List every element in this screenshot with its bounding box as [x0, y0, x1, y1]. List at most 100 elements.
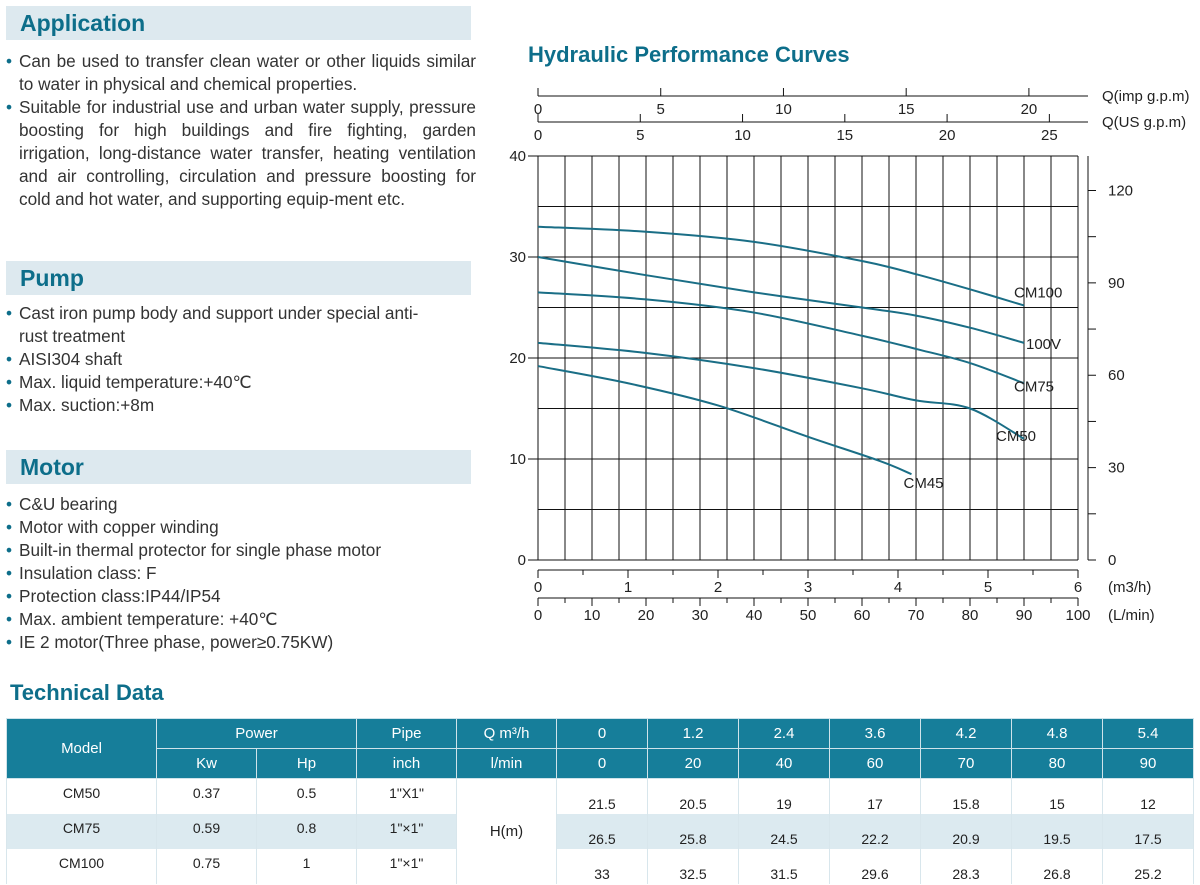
x-tick-label-m3h: 3	[804, 579, 812, 596]
q-lmin-cell: 0	[556, 748, 648, 779]
table-row: CM50 0.37 0.5 1"X1" H(m) 21.5 20.5 19 17…	[6, 778, 1194, 884]
x-tick-label-us: 5	[636, 127, 644, 144]
q-lmin-cell: 60	[829, 748, 921, 779]
list-item: Max. liquid temperature:+40℃	[6, 371, 436, 394]
head-value-cell: 15	[1011, 778, 1103, 814]
list-item: Insulation class: F	[6, 562, 476, 585]
list-item: Built-in thermal protector for single ph…	[6, 539, 476, 562]
x-tick-label-us: 0	[534, 127, 542, 144]
x-tick-label-lmin: 90	[1016, 607, 1033, 624]
curve-cm75	[537, 291, 1025, 385]
model-cell: CM100	[6, 849, 157, 884]
head-value-cell: 33	[556, 849, 648, 884]
curve-label-cm50: CM50	[996, 428, 1036, 445]
head-value-cell: 32.5	[647, 849, 739, 884]
x-tick-label-m3h: 2	[714, 579, 722, 596]
x-tick-label-us: 20	[939, 127, 956, 144]
list-item: Max. suction:+8m	[6, 394, 436, 417]
motor-list: C&U bearing Motor with copper winding Bu…	[6, 493, 476, 654]
head-value-cell: 24.5	[738, 814, 830, 849]
x-tick-label-lmin: 0	[534, 607, 542, 624]
head-value-cell: 25.2	[1102, 849, 1194, 884]
pipe-cell: 1"X1"	[356, 778, 457, 814]
head-label-cell: H(m)	[456, 778, 557, 884]
list-item: Protection class:IP44/IP54	[6, 585, 476, 608]
list-item: Motor with copper winding	[6, 516, 476, 539]
application-heading: Application	[6, 6, 471, 40]
x-tick-label-lmin: 70	[908, 607, 925, 624]
x-tick-label-us: 25	[1041, 127, 1058, 144]
y-tick-label-left: 20	[509, 350, 526, 367]
head-value-cell: 12	[1102, 778, 1194, 814]
q-lmin-cell: 40	[738, 748, 830, 779]
head-value-cell: 26.5	[556, 814, 648, 849]
head-value-cell: 31.5	[738, 849, 830, 884]
pump-list: Cast iron pump body and support under sp…	[6, 302, 436, 417]
x-tick-label-us: 10	[734, 127, 751, 144]
x-unit-us: Q(US g.p.m)	[1102, 114, 1186, 131]
model-cell: CM50	[6, 778, 157, 814]
hp-cell: 0.8	[256, 814, 357, 849]
x-tick-label-m3h: 6	[1074, 579, 1082, 596]
curve-cm45	[537, 365, 912, 476]
x-tick-label-lmin: 100	[1065, 607, 1090, 624]
y-tick-label-left: 10	[509, 451, 526, 468]
hp-header: Hp	[256, 748, 357, 779]
y-tick-label-right: 0	[1108, 552, 1116, 569]
table-header-row: Model Power Pipe Q m³/h 0 1.2 2.4 3.6 4.…	[6, 718, 1194, 779]
head-value-cell: 25.8	[647, 814, 739, 849]
inch-header: inch	[356, 748, 457, 779]
hp-cell: 0.5	[256, 778, 357, 814]
curve-label-cm75: CM75	[1014, 378, 1054, 395]
x-unit-imp: Q(imp g.p.m)	[1102, 88, 1190, 105]
hp-cell: 1	[256, 849, 357, 884]
y-tick-label-right: 30	[1108, 460, 1125, 477]
list-item: IE 2 motor(Three phase, power≥0.75KW)	[6, 631, 476, 654]
curve-100v	[537, 256, 1025, 344]
pipe-header: Pipe	[356, 718, 457, 749]
head-value-cell: 22.2	[829, 814, 921, 849]
lmin-header: l/min	[456, 748, 557, 779]
kw-cell: 0.37	[156, 778, 257, 814]
x-tick-label-lmin: 20	[638, 607, 655, 624]
table-row: CM75 0.59 0.8 1"×1" 26.5 25.8 24.5 22.2 …	[6, 814, 1194, 849]
head-value-cell: 17	[829, 778, 921, 814]
model-cell: CM75	[6, 814, 157, 849]
y-tick-label-left: 30	[509, 249, 526, 266]
performance-chart: 0 10 20 30 40 0 30 60 90 120 0 1 2 3 4 5 6 (m3/h) 0 10 20 30 4…	[509, 88, 1190, 624]
curve-label-cm45: CM45	[904, 475, 944, 492]
head-value-cell: 20.9	[920, 814, 1012, 849]
y-tick-label-left: 0	[518, 552, 526, 569]
x-unit-m3h: (m3/h)	[1108, 579, 1151, 596]
list-item: Suitable for industrial use and urban wa…	[6, 96, 476, 211]
list-item: Max. ambient temperature: +40℃	[6, 608, 476, 631]
x-tick-label-lmin: 10	[584, 607, 601, 624]
x-tick-label-m3h: 4	[894, 579, 902, 596]
pipe-cell: 1"×1"	[356, 814, 457, 849]
head-value-cell: 28.3	[920, 849, 1012, 884]
curve-label-100v: 100V	[1026, 336, 1061, 353]
x-tick-label-imp: 0	[534, 101, 542, 118]
table-header-row: Kw Hp inch l/min 0 20 40 60 70 80 90	[7, 748, 1194, 779]
chart-title: Hydraulic Performance Curves	[528, 42, 850, 67]
x-tick-label-lmin: 40	[746, 607, 763, 624]
x-tick-label-lmin: 30	[692, 607, 709, 624]
head-value-cell: 20.5	[647, 778, 739, 814]
power-header: Power	[156, 718, 357, 749]
y-tick-label-left: 40	[509, 148, 526, 165]
technical-data-table: Model Power Pipe Q m³/h 0 1.2 2.4 3.6 4.…	[6, 718, 1194, 884]
x-tick-label-imp: 10	[775, 101, 792, 118]
q-m3h-cell: 1.2	[647, 718, 739, 749]
y-tick-label-right: 120	[1108, 182, 1133, 199]
q-m3h-cell: 4.2	[920, 718, 1012, 749]
head-value-cell: 17.5	[1102, 814, 1194, 849]
y-tick-label-right: 90	[1108, 275, 1125, 292]
y-tick-label-right: 60	[1108, 367, 1125, 384]
pipe-cell: 1"×1"	[356, 849, 457, 884]
q-m3h-cell: 3.6	[829, 718, 921, 749]
pump-heading: Pump	[6, 261, 471, 295]
q-header: Q m³/h	[456, 718, 557, 749]
motor-heading: Motor	[6, 450, 471, 484]
x-tick-label-lmin: 50	[800, 607, 817, 624]
x-unit-lmin: (L/min)	[1108, 607, 1155, 624]
